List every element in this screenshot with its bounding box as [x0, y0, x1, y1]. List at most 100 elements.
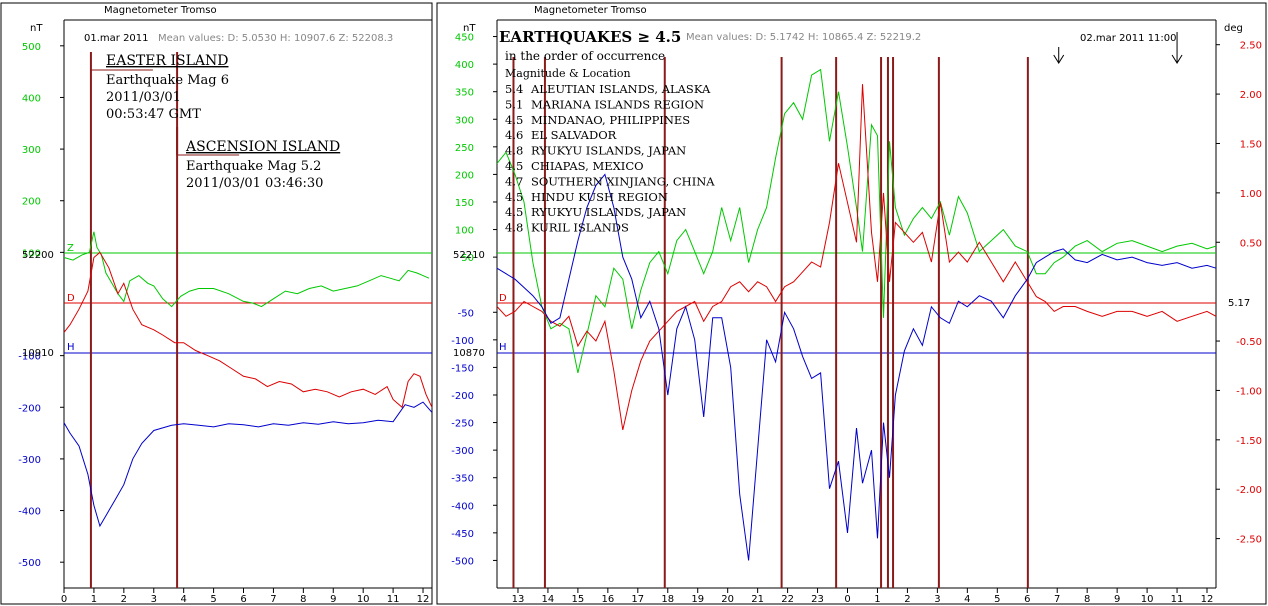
- right-xtick-label: 9: [1114, 594, 1120, 605]
- left-ytick-label-blue: -200: [18, 403, 41, 414]
- right-ytick-label-green: 200: [455, 170, 474, 181]
- left-xtick-label: 2: [121, 594, 127, 605]
- right-xtick-label: 4: [964, 594, 970, 605]
- left-series-d: [63, 251, 433, 409]
- earthquake-magnitude: 4.8: [505, 221, 523, 235]
- right-ytick-label-green: 150: [455, 198, 474, 209]
- left-z-baseline-label: 52200: [22, 250, 54, 261]
- earthquake-magnitude: 4.8: [505, 144, 523, 158]
- right-series-h: [496, 173, 1217, 561]
- right-y2tick-label: -2.50: [1236, 535, 1262, 546]
- right-mean-values: Mean values: D: 5.1742 H: 10865.4 Z: 522…: [686, 32, 921, 43]
- right-ytick-label-blue: -150: [451, 363, 474, 374]
- right-series-z: [496, 68, 1217, 374]
- right-ytick-label-green: 300: [455, 115, 474, 126]
- right-ytick-label-blue: -100: [451, 336, 474, 347]
- right-xtick-label: 6: [1024, 594, 1030, 605]
- right-xtick-label: 20: [721, 594, 734, 605]
- left-xtick-label: 3: [151, 594, 157, 605]
- left-xtick-label: 9: [330, 594, 336, 605]
- right-z-baseline-label: 52210: [453, 250, 485, 261]
- right-header: Magnetometer Tromso: [534, 5, 647, 16]
- right-xtick-label: 7: [1054, 594, 1060, 605]
- earthquake-list: 5.4 ALEUTIAN ISLANDS, ALASKA 5.1 MARIANA IS…: [505, 82, 715, 235]
- earthquake-location: MARIANA ISLANDS REGION: [531, 97, 704, 111]
- left-unit-label: nT: [30, 23, 43, 34]
- right-xtick-label: 18: [661, 594, 674, 605]
- earthquake-location: RYUKYU ISLANDS, JAPAN: [531, 205, 686, 219]
- right-ytick-label-blue: -450: [451, 529, 474, 540]
- left-ytick-label-blue: -500: [18, 558, 41, 569]
- right-y2tick-label: 1.00: [1240, 189, 1262, 200]
- right-xtick-label: 1: [874, 594, 880, 605]
- right-xtick-label: 8: [1084, 594, 1090, 605]
- left-xtick-label: 10: [357, 594, 370, 605]
- right-d-letter: D: [499, 293, 507, 304]
- right-ytick-label-blue: -300: [451, 446, 474, 457]
- right-xtick-label: 22: [781, 594, 794, 605]
- right-xtick-label: 2: [904, 594, 910, 605]
- left-series-z: [63, 231, 430, 308]
- right-xtick-label: 3: [934, 594, 940, 605]
- right-ytick-label-blue: -50: [458, 308, 474, 319]
- annotation-ascension-island-title: ASCENSION ISLAND: [185, 139, 340, 155]
- right-y2tick-label: -2.00: [1236, 485, 1262, 496]
- annotation-ascension-island-datetime: 2011/03/01 03:46:30: [186, 176, 323, 191]
- left-xtick-label: 7: [270, 594, 276, 605]
- right-time-arrow-head: [1053, 54, 1065, 64]
- earthquake-location: SOUTHERN XINJIANG, CHINA: [531, 174, 715, 188]
- left-ytick-label-green: 200: [22, 197, 41, 208]
- right-ytick-label-green: 350: [455, 88, 474, 99]
- left-ytick-label-green: 300: [22, 145, 41, 156]
- right-xtick-label: 0: [844, 594, 850, 605]
- right-ytick-label-green: 100: [455, 226, 474, 237]
- earthquake-location: KURIL ISLANDS: [531, 221, 629, 235]
- right-xtick-label: 16: [601, 594, 614, 605]
- earthquakes-title: EARTHQUAKES ≥ 4.5: [499, 28, 681, 46]
- earthquake-magnitude: 4.5: [505, 190, 523, 204]
- earthquake-magnitude: 4.7: [505, 174, 523, 188]
- earthquakes-list-header: Magnitude & Location: [505, 67, 631, 80]
- left-d-letter: D: [67, 293, 75, 304]
- right-xtick-label: 5: [994, 594, 1000, 605]
- right-ytick-label-blue: -400: [451, 501, 474, 512]
- earthquake-magnitude: 4.6: [505, 128, 523, 142]
- right-xtick-label: 21: [751, 594, 764, 605]
- left-xtick-label: 4: [180, 594, 186, 605]
- right-y2tick-label: -0.50: [1236, 337, 1262, 348]
- right-y2tick-label: -1.50: [1236, 436, 1262, 447]
- left-ytick-label-green: 100: [22, 248, 41, 259]
- right-time-arrow-head: [1171, 54, 1183, 64]
- right-y2tick-label: 2.50: [1240, 41, 1262, 52]
- right-y2tick-label: 2.00: [1240, 90, 1262, 101]
- annotation-easter-island-mag: Earthquake Mag 6: [106, 73, 229, 88]
- right-xtick-label: 11: [1171, 594, 1184, 605]
- right-series-d: [496, 84, 1217, 431]
- earthquake-location: CHIAPAS, MEXICO: [531, 159, 644, 173]
- right-ytick-label-blue: -350: [451, 474, 474, 485]
- right-xtick-label: 14: [542, 594, 555, 605]
- earthquake-location: RYUKYU ISLANDS, JAPAN: [531, 144, 686, 158]
- left-xtick-label: 11: [387, 594, 400, 605]
- left-xtick-label: 1: [91, 594, 97, 605]
- left-series-h: [63, 401, 433, 528]
- right-ytick-label-blue: -200: [451, 391, 474, 402]
- left-xtick-label: 5: [210, 594, 216, 605]
- right-date2: 02.mar 2011 11:00: [1080, 33, 1177, 44]
- left-ytick-label-green: 400: [22, 93, 41, 104]
- left-ytick-label-blue: -300: [18, 455, 41, 466]
- right-xtick-label: 19: [691, 594, 704, 605]
- annotation-ascension-island-mag: Earthquake Mag 5.2: [186, 159, 321, 174]
- right-xtick-label: 10: [1141, 594, 1154, 605]
- left-h-baseline-label: 10910: [22, 348, 54, 359]
- earthquake-location: EL SALVADOR: [531, 128, 617, 142]
- left-xtick-label: 0: [61, 594, 67, 605]
- earthquakes-subtitle: in the order of occurrence: [505, 49, 665, 63]
- right-unit-deg: deg: [1224, 23, 1243, 34]
- right-unit-label: nT: [463, 23, 476, 34]
- right-y2tick-label: 0.50: [1240, 238, 1262, 249]
- right-chart-layer: 13 14 15 16 17 18 19 20 21 22 23 0 1 2 3 4 5 6 7 8 9 10 11 1245…: [451, 32, 1262, 605]
- right-panel-frame: [436, 2, 1267, 605]
- right-y2tick-label: 1.50: [1240, 139, 1262, 150]
